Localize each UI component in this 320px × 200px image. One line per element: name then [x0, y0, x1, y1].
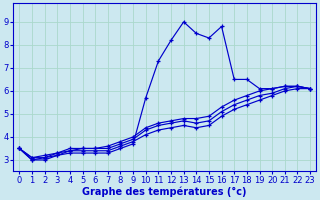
- X-axis label: Graphe des températures (°c): Graphe des températures (°c): [83, 186, 247, 197]
